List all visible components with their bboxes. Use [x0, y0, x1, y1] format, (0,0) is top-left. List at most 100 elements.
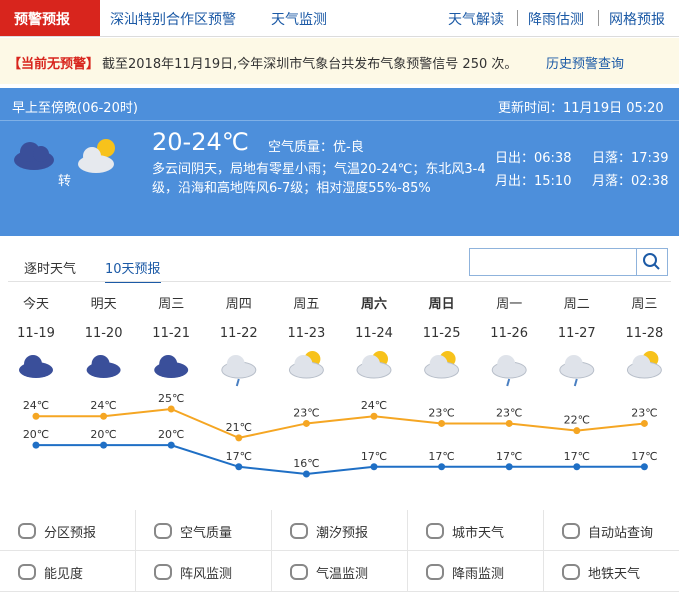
description: 多云间阴天，局地有零星小雨；气温20-24℃；东北风3-4级，沿海和高地阵风6-…	[152, 162, 486, 196]
nav-item[interactable]: 天气解读	[448, 12, 504, 28]
low-label: 17℃	[428, 450, 454, 463]
day-name: 周四	[226, 297, 252, 312]
low-label: 17℃	[361, 450, 387, 463]
weather-icon	[559, 355, 595, 387]
low-point	[100, 441, 108, 449]
link-text[interactable]: 城市天气	[452, 526, 505, 541]
search-input[interactable]	[469, 248, 637, 276]
nav-item[interactable]: 降雨估测	[528, 12, 584, 28]
high-point	[505, 419, 513, 427]
link-text[interactable]: 地铁天气	[588, 567, 641, 582]
high-label: 23℃	[496, 406, 522, 419]
link-text[interactable]: 空气质量	[180, 526, 233, 541]
link-cell[interactable]: 阵风监测	[136, 551, 272, 592]
link-cell[interactable]: 潮汐预报	[272, 510, 408, 551]
day-date: 11-27	[558, 326, 596, 341]
day-date: 11-21	[152, 326, 190, 341]
alert-status: 【当前无预警】	[8, 57, 100, 72]
link-cell[interactable]: 气温监测	[272, 551, 408, 592]
low-point	[573, 463, 581, 471]
nav-bar: 预警预报 深汕特别合作区预警 天气监测 天气解读 降雨估测 网格预报	[0, 0, 679, 37]
sunset: 日落：17:39	[592, 151, 669, 166]
low-label: 17℃	[564, 450, 590, 463]
link-cell[interactable]: 自动站查询	[544, 510, 679, 551]
weather-icon	[288, 351, 324, 379]
alert-text: 截至2018年11月19日,今年深圳市气象台共发布气象预警信号 250 次。	[102, 57, 518, 72]
day-date: 11-24	[355, 326, 393, 341]
tab-active[interactable]: 10天预报	[105, 258, 161, 283]
day-name: 周日	[429, 297, 455, 312]
separator	[598, 10, 599, 26]
high-point	[32, 412, 40, 420]
nav-item[interactable]: 天气监测	[271, 12, 327, 28]
link-cell[interactable]: 能见度	[0, 551, 136, 592]
link-text[interactable]: 能见度	[44, 567, 84, 582]
link-text[interactable]: 降雨监测	[452, 567, 505, 582]
high-point	[167, 405, 175, 413]
day-date: 11-28	[626, 326, 664, 341]
high-point	[640, 419, 648, 427]
low-label: 16℃	[293, 457, 319, 470]
search-button[interactable]	[636, 248, 668, 276]
link-icon	[290, 523, 308, 539]
nav-item[interactable]: 预警预报	[14, 12, 70, 28]
weather-icon	[86, 355, 121, 378]
link-cell[interactable]: 空气质量	[136, 510, 272, 551]
divider	[0, 120, 679, 121]
nav-item[interactable]: 深汕特别合作区预警	[110, 12, 236, 28]
high-point	[438, 419, 446, 427]
low-point	[235, 463, 243, 471]
link-text[interactable]: 分区预报	[44, 526, 97, 541]
active-tab[interactable]	[0, 0, 100, 36]
low-point	[32, 441, 40, 449]
high-label: 24℃	[23, 399, 49, 412]
today-panel: 早上至傍晚(06-20时) 更新时间：11月19日 05:20 转 20-24℃…	[0, 88, 679, 236]
cloud	[362, 355, 380, 373]
cloud	[159, 355, 178, 373]
link-cell[interactable]: 分区预报	[0, 510, 136, 551]
cloud	[226, 355, 245, 373]
low-point	[302, 470, 310, 478]
weather-icon	[221, 355, 257, 387]
link-text[interactable]: 气温监测	[316, 567, 369, 582]
link-text[interactable]: 潮汐预报	[316, 526, 369, 541]
day-date: 11-22	[220, 326, 258, 341]
air-quality: 空气质量：优-良	[268, 140, 364, 155]
day-name: 周一	[496, 297, 522, 312]
link-icon	[154, 564, 172, 580]
link-icon	[426, 564, 444, 580]
cloud	[24, 355, 42, 373]
low-point	[370, 463, 378, 471]
weather-icon	[491, 355, 527, 387]
separator	[517, 10, 518, 26]
link-cell[interactable]: 降雨监测	[408, 551, 544, 592]
sunrise: 日出：06:38	[495, 151, 572, 166]
weather-icon	[19, 355, 53, 378]
link-icon	[18, 523, 36, 539]
nav-item[interactable]: 网格预报	[609, 12, 665, 28]
tab[interactable]: 逐时天气	[24, 262, 77, 277]
alert-bar: 【当前无预警】 截至2018年11月19日,今年深圳市气象台共发布气象预警信号 …	[0, 38, 679, 84]
link-icon	[562, 564, 580, 580]
high-label: 24℃	[361, 399, 387, 412]
link-icon	[426, 523, 444, 539]
day-name: 周三	[158, 297, 184, 312]
link-text[interactable]: 自动站查询	[588, 526, 654, 541]
low-label: 17℃	[631, 450, 657, 463]
link-text[interactable]: 阵风监测	[180, 567, 233, 582]
high-label: 23℃	[631, 406, 657, 419]
history-link[interactable]: 历史预警查询	[546, 57, 625, 72]
day-name: 周五	[293, 297, 319, 312]
moonset: 月落：02:38	[592, 174, 669, 189]
low-label: 17℃	[226, 450, 252, 463]
rain	[235, 378, 240, 387]
link-icon	[290, 564, 308, 580]
day-date: 11-19	[17, 326, 55, 341]
high-label: 23℃	[428, 406, 454, 419]
today-temp: 20-24℃	[152, 128, 249, 156]
high-point	[370, 412, 378, 420]
turn: 转	[58, 174, 72, 189]
link-cell[interactable]: 城市天气	[408, 510, 544, 551]
link-cell[interactable]: 地铁天气	[544, 551, 679, 592]
